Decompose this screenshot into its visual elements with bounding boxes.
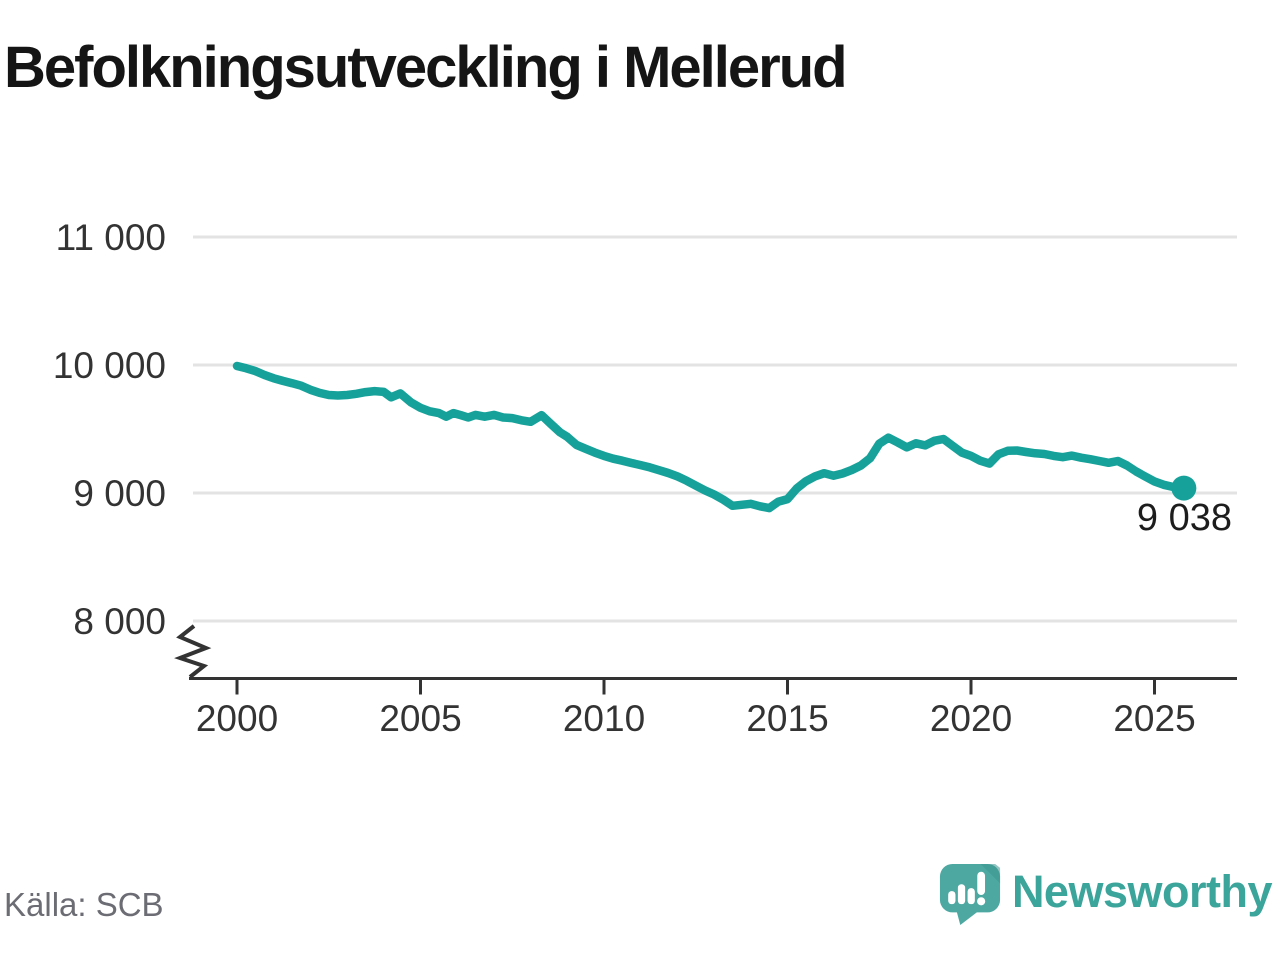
x-tick-label: 2000 xyxy=(196,698,278,739)
x-tick-label: 2010 xyxy=(563,698,645,739)
x-tick-label: 2020 xyxy=(930,698,1012,739)
y-tick-label: 10 000 xyxy=(53,345,166,386)
grid-layer: 8 000 9 000 10 000 11 000 xyxy=(53,217,1237,642)
x-tick-label: 2005 xyxy=(379,698,461,739)
source-note: Källa: SCB xyxy=(4,886,164,923)
end-point-marker xyxy=(1171,475,1197,501)
chart-title: Befolkningsutveckling i Mellerud xyxy=(4,35,848,100)
brand-name: Newsworthy xyxy=(1011,865,1273,917)
newsworthy-brand: Newsworthy xyxy=(938,860,1273,928)
y-tick-label: 9 000 xyxy=(73,473,166,514)
x-tick-label: 2015 xyxy=(746,698,828,739)
population-line xyxy=(232,361,1189,513)
series-layer xyxy=(232,361,1197,513)
y-tick-label: 8 000 xyxy=(73,601,166,642)
end-value-label: 9 038 xyxy=(1137,497,1232,539)
axis-layer: 2000 2005 2010 2015 2020 2025 xyxy=(174,624,1237,739)
y-tick-label: 11 000 xyxy=(56,217,166,258)
x-tick-label: 2025 xyxy=(1113,698,1195,739)
newsworthy-logo-icon xyxy=(939,863,1000,926)
axis-break-icon xyxy=(174,624,212,679)
